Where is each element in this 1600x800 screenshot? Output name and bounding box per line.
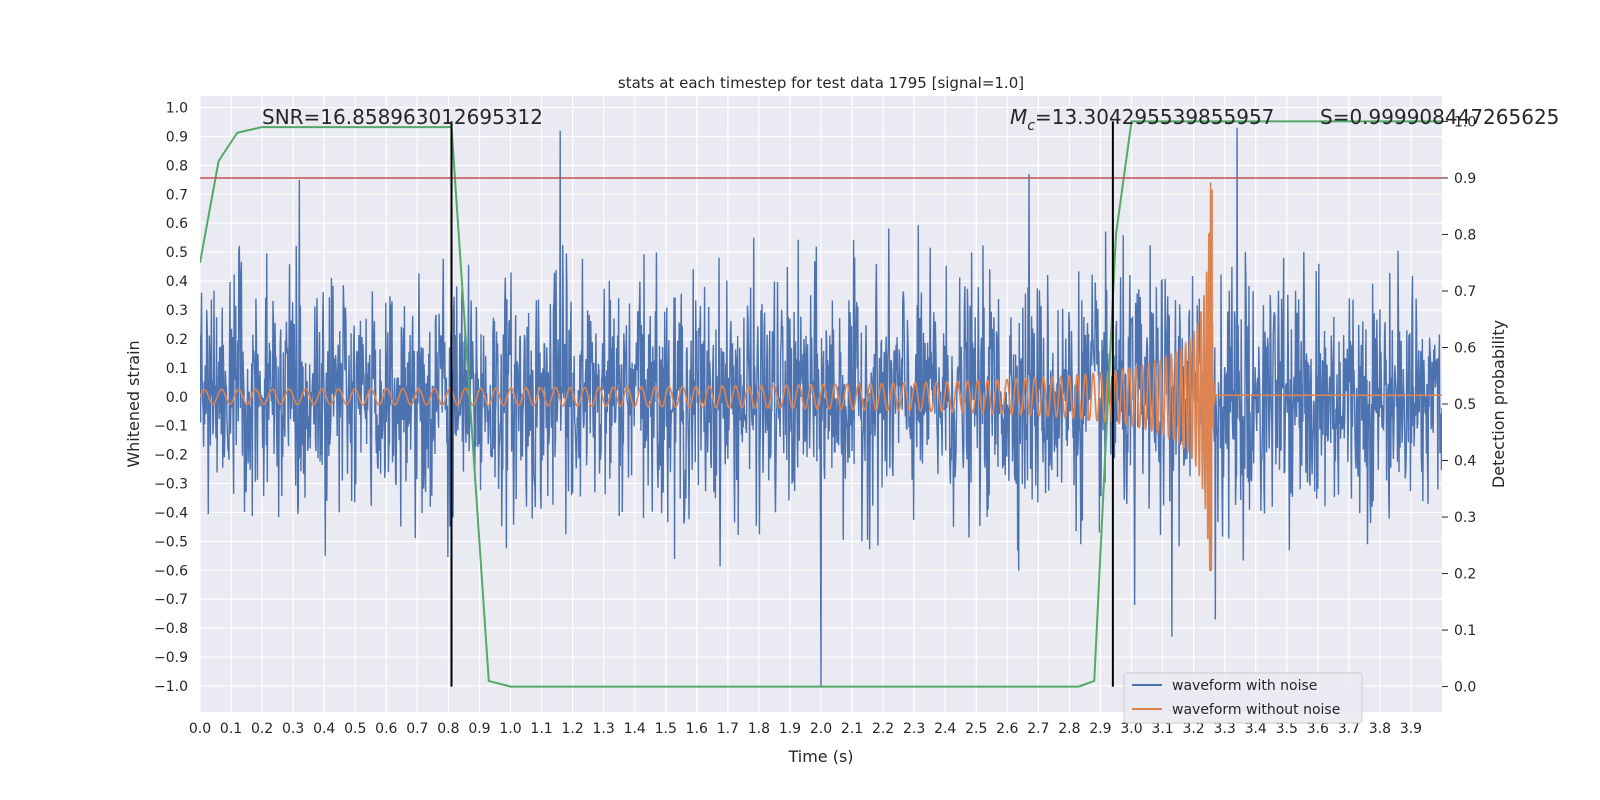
x-tick-label: 0.8 [437,721,459,737]
x-tick-label: 3.9 [1400,721,1422,737]
y-tick-label: 0.9 [166,129,188,145]
x-tick-label: 3.3 [1214,721,1236,737]
x-tick-label: 1.8 [748,721,770,737]
x-tick-label: 2.0 [810,721,832,737]
y-tick-label: −0.6 [154,563,188,579]
y-tick-label: −0.4 [154,505,188,521]
x-tick-label: 2.9 [1089,721,1111,737]
y-tick-label: 0.8 [166,158,188,174]
x-tick-label: 1.0 [499,721,521,737]
series-line-detection-probability [200,120,1442,688]
x-tick-label: 2.1 [841,721,863,737]
x-tick-label: 0.7 [406,721,428,737]
y-axis-label: Whitened strain [124,340,143,467]
series-line-waveform-without-noise [200,182,1442,572]
mc-symbol: M [1010,105,1027,129]
x-tick-label: 0.5 [344,721,366,737]
y-tick-label: −0.2 [154,448,188,464]
x-tick-label: 0.1 [220,721,242,737]
x-tick-label: 1.3 [593,721,615,737]
chart-title: stats at each timestep for test data 179… [618,74,1024,92]
snr-annotation: SNR=16.858963012695312 [262,105,543,129]
x-tick-label: 3.6 [1307,721,1329,737]
x-tick-label: 3.4 [1245,721,1267,737]
x-tick-label: 0.4 [313,721,335,737]
x-tick-label: 3.2 [1182,721,1204,737]
series-group [200,120,1442,688]
y-tick-label: 0.2 [166,332,188,348]
y2-tick-label: 0.7 [1454,284,1476,300]
x-tick-label: 1.6 [686,721,708,737]
s-annotation: S=0.999908447265625 [1320,105,1559,129]
y2-tick-label: 0.4 [1454,454,1476,470]
x-tick-label: 1.9 [779,721,801,737]
y2-tick-label: 0.8 [1454,227,1476,243]
legend-box [1123,672,1363,724]
y2-tick-label: 0.1 [1454,623,1476,639]
x-axis-label: Time (s) [787,747,853,766]
x-tick-label: 1.2 [561,721,583,737]
plot-area [200,120,1442,688]
legend-label-noise: waveform with noise [1172,678,1317,694]
x-tick-label: 1.7 [717,721,739,737]
y2-tick-label: 0.3 [1454,510,1476,526]
y2-tick-label: 0.9 [1454,171,1476,187]
x-tick-label: 0.2 [251,721,273,737]
x-tick-label: 2.5 [965,721,987,737]
x-tick-label: 2.6 [996,721,1018,737]
y-tick-label: −0.9 [154,650,188,666]
y-tick-label: −0.3 [154,477,188,493]
x-tick-label: 3.7 [1338,721,1360,737]
y-tick-label: −0.8 [154,621,188,637]
x-tick-label: 3.5 [1276,721,1298,737]
y-tick-label: −0.1 [154,419,188,435]
legend-label-clean: waveform without noise [1172,702,1340,718]
x-tick-label: 0.9 [468,721,490,737]
y2-tick-label: 0.6 [1454,340,1476,356]
y-tick-label: 0.4 [166,274,188,290]
mc-subscript: c [1027,118,1035,134]
x-tick-label: 2.3 [903,721,925,737]
x-tick-label: 3.0 [1120,721,1142,737]
axes-group: 0.0 0.1 0.2 0.3 0.4 0.5 0.6 0.7 0.8 0.9 1.0 1.1 1.2 1… [154,101,1476,737]
mc-annotation: Mc=13.304295539855957 [1010,105,1274,134]
x-tick-label: 3.1 [1151,721,1173,737]
legend: waveform with noise waveform without noi… [1123,672,1363,724]
y-tick-label: 0.1 [166,361,188,377]
x-tick-label: 0.6 [375,721,397,737]
y2-tick-label: 0.2 [1454,567,1476,583]
x-tick-label: 0.0 [189,721,211,737]
y2-tick-label: 0.0 [1454,680,1476,696]
mc-value: =13.304295539855957 [1035,105,1274,129]
y-tick-label: −0.5 [154,534,188,550]
y2-tick-label: 1.0 [1454,114,1476,130]
y-tick-label: 0.3 [166,303,188,319]
y-tick-label: 0.6 [166,216,188,232]
overlay-group [200,121,1442,687]
x-tick-label: 2.7 [1027,721,1049,737]
y-tick-label: −0.7 [154,592,188,608]
x-tick-label: 2.8 [1058,721,1080,737]
x-tick-label: 1.4 [624,721,646,737]
x-tick-label: 1.1 [530,721,552,737]
x-tick-label: 3.8 [1369,721,1391,737]
x-tick-label: 0.3 [282,721,304,737]
y-tick-label: 0.5 [166,245,188,261]
y-tick-label: 0.0 [166,390,188,406]
y2-axis-label: Detection probability [1489,320,1508,488]
y-tick-label: 1.0 [166,101,188,117]
y2-tick-label: 0.5 [1454,397,1476,413]
y-tick-label: −1.0 [154,679,188,695]
x-tick-label: 1.5 [655,721,677,737]
y-tick-label: 0.7 [166,187,188,203]
x-tick-label: 2.2 [872,721,894,737]
x-tick-label: 2.4 [934,721,956,737]
